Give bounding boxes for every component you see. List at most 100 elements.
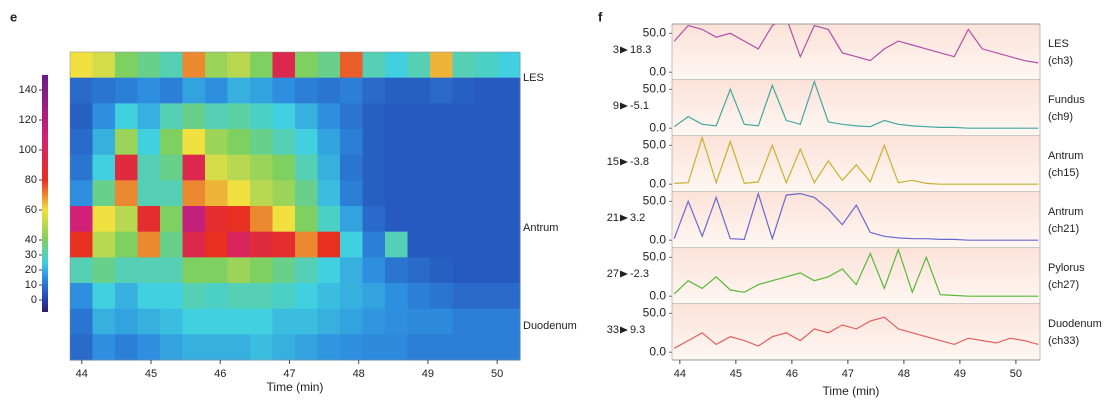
- heatmap-cell: [93, 129, 116, 155]
- heatmap-cell: [295, 309, 318, 335]
- sensor-number: 27: [607, 268, 619, 280]
- x-tick-label: 44: [674, 368, 686, 380]
- heatmap-cell: [295, 206, 318, 232]
- channel-background: [672, 24, 1040, 80]
- x-axis-label: Time (min): [823, 384, 880, 398]
- heatmap-cell: [453, 78, 476, 104]
- heatmap-cell: [205, 206, 228, 232]
- heatmap-cell: [273, 78, 296, 104]
- heatmap-cell: [295, 103, 318, 129]
- heatmap-cell: [228, 206, 251, 232]
- heatmap-cell: [340, 103, 363, 129]
- sensor-number: 15: [607, 156, 619, 168]
- heatmap-cell: [228, 78, 251, 104]
- heatmap-cell: [138, 309, 161, 335]
- heatmap-cell: [70, 309, 93, 335]
- channel-name: LES: [1048, 38, 1069, 50]
- heatmap-cell: [138, 334, 161, 360]
- heatmap-cell: [385, 232, 408, 258]
- channel-name: Fundus: [1048, 94, 1085, 106]
- colorbar: [42, 75, 48, 312]
- heatmap-cell: [408, 129, 431, 155]
- heatmap-cell: [385, 52, 408, 78]
- heatmap-cell: [430, 78, 453, 104]
- heatmap-cell: [318, 129, 341, 155]
- heatmap-cell: [408, 309, 431, 335]
- heatmap-cell: [318, 232, 341, 258]
- heatmap-cell: [183, 257, 206, 283]
- heatmap-cell: [340, 206, 363, 232]
- heatmap-cell: [273, 334, 296, 360]
- heatmap-cell: [115, 206, 138, 232]
- heatmap-cell: [115, 52, 138, 78]
- y-tick-label: 50.0: [643, 82, 667, 96]
- heatmap-cell: [228, 283, 251, 309]
- heatmap-cell: [70, 206, 93, 232]
- heatmap-cell: [93, 232, 116, 258]
- heatmap-cell: [295, 155, 318, 181]
- heatmap-cell: [115, 129, 138, 155]
- heatmap-cell: [115, 334, 138, 360]
- channel-background: [672, 304, 1040, 360]
- sensor-reading: 18.3: [630, 44, 651, 56]
- heatmap-cell: [498, 180, 521, 206]
- heatmap-cell: [138, 257, 161, 283]
- heatmap-cell: [363, 309, 386, 335]
- x-tick-label: 49: [954, 368, 966, 380]
- heatmap-cell: [453, 334, 476, 360]
- channel-name: Pylorus: [1048, 262, 1085, 274]
- y-tick-label: 0.0: [649, 64, 666, 78]
- heatmap-cell: [183, 103, 206, 129]
- heatmap-cell: [295, 232, 318, 258]
- heatmap-cell: [408, 334, 431, 360]
- heatmap-cell: [115, 257, 138, 283]
- heatmap-cell: [250, 283, 273, 309]
- heatmap-cell: [160, 309, 183, 335]
- heatmap-cell: [385, 129, 408, 155]
- heatmap-cell: [363, 206, 386, 232]
- heatmap-cell: [453, 103, 476, 129]
- heatmap-cell: [273, 206, 296, 232]
- heatmap-cell: [138, 283, 161, 309]
- heatmap-cell: [363, 78, 386, 104]
- heatmap-cell: [205, 52, 228, 78]
- y-tick-label: 0.0: [649, 120, 666, 134]
- y-tick-label: 50.0: [643, 26, 667, 40]
- heatmap-cell: [183, 129, 206, 155]
- y-tick-label: 50.0: [643, 138, 667, 152]
- heatmap-cell: [115, 78, 138, 104]
- heatmap-cell: [160, 257, 183, 283]
- heatmap-cell: [70, 78, 93, 104]
- y-tick-label: 0.0: [649, 176, 666, 190]
- heatmap-cell: [363, 257, 386, 283]
- panel-label: f: [598, 9, 603, 24]
- x-tick-label: 46: [214, 368, 226, 380]
- heatmap-cell: [273, 309, 296, 335]
- heatmap-cell: [273, 155, 296, 181]
- heatmap-cell: [408, 232, 431, 258]
- heatmap-cell: [93, 180, 116, 206]
- heatmap-cell: [318, 283, 341, 309]
- heatmap-cell: [138, 232, 161, 258]
- sensor-number: 3: [613, 44, 619, 56]
- heatmap-cell: [70, 155, 93, 181]
- channel-id: (ch21): [1048, 223, 1079, 235]
- heatmap-cell: [250, 129, 273, 155]
- heatmap-cell: [228, 309, 251, 335]
- heatmap-cell: [385, 103, 408, 129]
- heatmap-cell: [498, 257, 521, 283]
- heatmap-cell: [205, 283, 228, 309]
- heatmap-cell: [340, 334, 363, 360]
- heatmap-cell: [295, 334, 318, 360]
- heatmap-cell: [295, 52, 318, 78]
- heatmap-cell: [340, 283, 363, 309]
- sensor-arrow: [620, 159, 628, 166]
- heatmap-cell: [340, 180, 363, 206]
- heatmap-cell: [160, 155, 183, 181]
- y-tick-label: 50.0: [643, 306, 667, 320]
- heatmap-cell: [138, 155, 161, 181]
- heatmap-cell: [453, 129, 476, 155]
- colorbar-tick-label: 120: [19, 114, 37, 126]
- heatmap-cell: [340, 257, 363, 283]
- heatmap-cell: [273, 283, 296, 309]
